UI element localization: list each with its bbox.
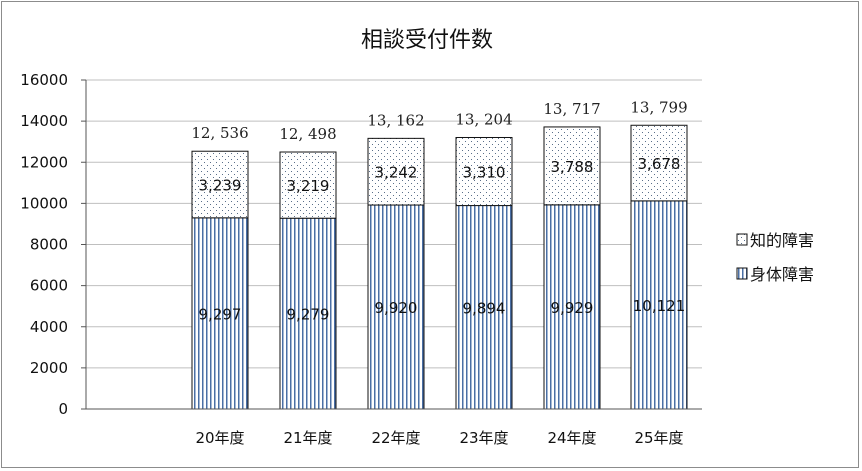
data-label-physical: 10,121 <box>633 297 686 315</box>
x-axis: 20年度 21年度 22年度 23年度 24年度 25年度 <box>86 408 702 447</box>
data-label-total: 13, 799 <box>630 98 687 116</box>
data-label-physical: 9,894 <box>463 299 506 317</box>
data-label-physical: 9,920 <box>375 299 418 317</box>
data-label-intellectual: 3,219 <box>287 177 330 195</box>
bar-intellectual <box>630 124 688 202</box>
x-category-label: 21年度 <box>283 429 332 447</box>
x-category-label: 20年度 <box>195 429 244 447</box>
legend-swatch-physical <box>736 267 748 280</box>
legend-label-physical: 身体障害 <box>750 265 814 284</box>
y-tick-label: 6000 <box>30 277 68 295</box>
y-tick-label: 16000 <box>20 71 68 89</box>
bar-intellectual <box>367 137 425 206</box>
data-label-total: 13, 162 <box>367 111 424 129</box>
y-tick-label: 14000 <box>20 112 68 130</box>
data-label-total: 13, 717 <box>543 100 600 118</box>
y-tick-label: 8000 <box>30 236 68 254</box>
bar-intellectual <box>191 150 249 219</box>
data-label-intellectual: 3,239 <box>199 177 242 195</box>
x-category-label: 23年度 <box>459 429 508 447</box>
legend: 知的障害 身体障害 <box>736 231 814 284</box>
chart-title: 相談受付件数 <box>361 28 493 53</box>
data-label-total: 12, 498 <box>279 125 336 143</box>
data-label-physical: 9,929 <box>551 299 594 317</box>
data-label-physical: 9,279 <box>287 306 330 324</box>
x-category-label: 25年度 <box>634 429 683 447</box>
data-label-total: 13, 204 <box>455 110 512 128</box>
data-label-intellectual: 3,788 <box>551 158 594 176</box>
y-tick-label: 10000 <box>20 194 68 212</box>
bar-intellectual <box>543 126 601 206</box>
legend-swatch-intellectual <box>736 233 748 246</box>
data-label-intellectual: 3,678 <box>638 155 681 173</box>
data-label-intellectual: 3,310 <box>463 164 506 182</box>
x-category-label: 24年度 <box>547 429 596 447</box>
data-label-physical: 9,297 <box>199 305 242 323</box>
y-axis: 0 2000 4000 6000 8000 10000 12000 14000 16000 <box>20 71 87 418</box>
data-label-intellectual: 3,242 <box>375 164 418 182</box>
y-tick-label: 0 <box>58 400 68 418</box>
bar-intellectual <box>279 151 337 219</box>
bar-physical <box>543 204 601 410</box>
bars <box>191 124 688 410</box>
data-label-total: 12, 536 <box>191 124 248 142</box>
bar-intellectual <box>455 136 513 207</box>
bar-physical <box>630 200 688 410</box>
bar-physical <box>367 204 425 410</box>
data-labels: 9,297 3,239 12, 536 9,279 3,219 12, 498 9,920 3… <box>191 98 687 323</box>
y-tick-label: 4000 <box>30 318 68 336</box>
bar-physical <box>455 205 513 410</box>
y-tick-label: 12000 <box>20 153 68 171</box>
x-category-label: 22年度 <box>371 429 420 447</box>
y-tick-label: 2000 <box>30 359 68 377</box>
legend-label-intellectual: 知的障害 <box>750 231 814 250</box>
